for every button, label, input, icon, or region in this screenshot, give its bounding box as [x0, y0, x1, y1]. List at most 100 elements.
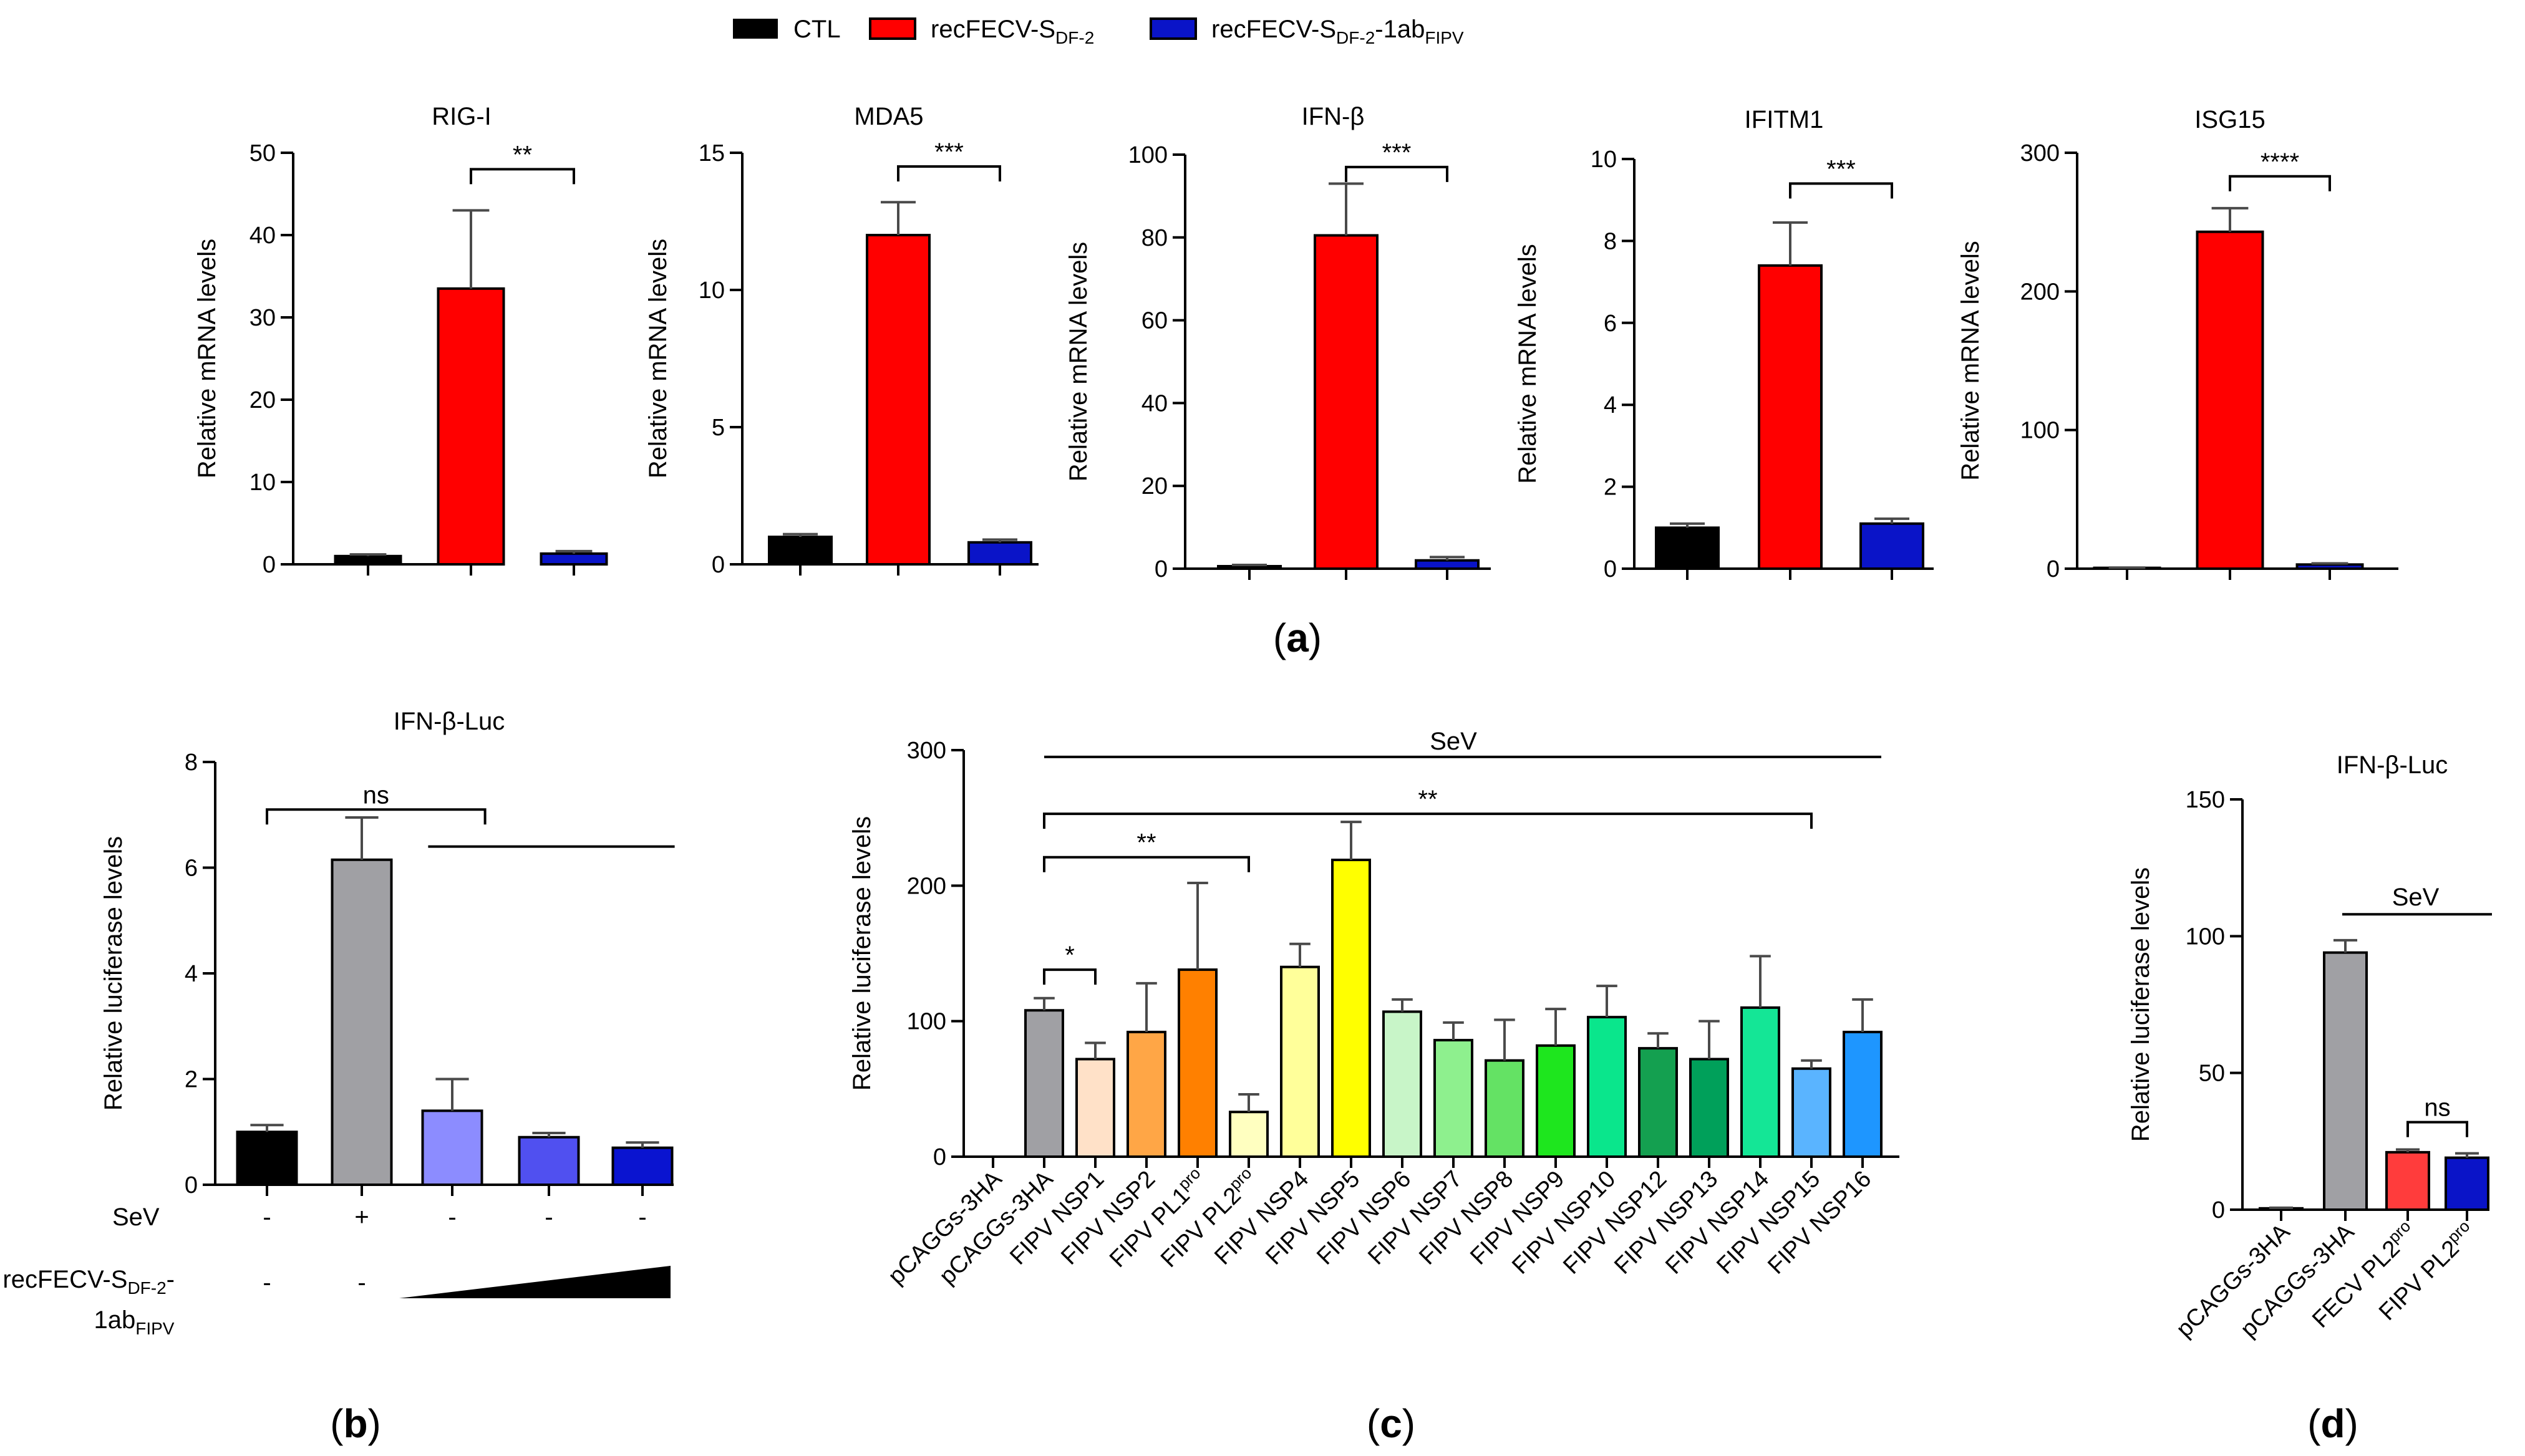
- significance-label: ns: [363, 781, 389, 809]
- legend: CTL recFECV-SDF-2 recFECV-SDF-2-1abFIPV: [733, 16, 1464, 47]
- legend-swatch-ctl: [733, 19, 778, 39]
- significance-label: ***: [934, 138, 964, 166]
- bar: [421, 1109, 483, 1186]
- bar: [768, 536, 833, 566]
- significance-label: ***: [1382, 139, 1412, 166]
- bar: [540, 552, 608, 566]
- significance-bracket: [1789, 182, 1893, 199]
- sev-mark: -: [448, 1203, 456, 1231]
- y-tick-label: 0: [1155, 556, 1168, 582]
- y-axis-label: Relative mRNA levels: [644, 239, 672, 479]
- bar: [1587, 1016, 1627, 1158]
- bar: [866, 234, 931, 566]
- y-tick-label: 15: [699, 140, 725, 166]
- significance-label: ****: [2261, 148, 2299, 176]
- bar: [1314, 234, 1379, 571]
- y-tick-label: 8: [185, 750, 198, 776]
- y-tick-label: 40: [250, 223, 276, 249]
- y-tick-label: 10: [1591, 147, 1617, 173]
- bar: [331, 858, 393, 1186]
- y-tick-label: 100: [2186, 923, 2225, 950]
- sev-label: SeV: [2392, 884, 2440, 911]
- chart-ifn-beta-luc-d: 0 50 100 150 Relative luciferase levels IFN-β…: [2127, 751, 2492, 1343]
- significance-bracket: [266, 808, 487, 825]
- chart-title: ISG15: [2194, 106, 2265, 133]
- chart-title: RIG-I: [432, 103, 492, 130]
- y-tick-label: 100: [907, 1009, 946, 1035]
- y-axis-label: Relative mRNA levels: [1065, 242, 1092, 482]
- legend-swatch-recfecv-1ab: [1150, 17, 1197, 40]
- bar: [1217, 565, 1282, 570]
- y-tick-label: 0: [933, 1144, 946, 1170]
- y-tick-label: 0: [712, 552, 725, 578]
- y-tick-label: 30: [250, 305, 276, 331]
- x-tick-label: pCAGGs-3HA: [2171, 1218, 2295, 1343]
- chart-title: IFN-β-Luc: [394, 708, 505, 735]
- significance-label: ns: [2424, 1094, 2450, 1122]
- y-tick-label: 2: [185, 1067, 198, 1093]
- sev-label: SeV: [1430, 728, 1477, 755]
- bar: [1280, 965, 1320, 1158]
- rec-row-label: recFECV-SDF-2-: [2, 1266, 175, 1298]
- sev-mark: -: [638, 1203, 646, 1231]
- sev-mark: +: [354, 1203, 369, 1231]
- y-tick-label: 50: [2199, 1061, 2225, 1087]
- bar: [1075, 1058, 1115, 1159]
- bar: [2196, 230, 2264, 571]
- bar: [334, 554, 402, 566]
- y-tick-label: 100: [1128, 142, 1168, 168]
- legend-label-recfecv-1ab: recFECV-SDF-2-1abFIPV: [1211, 16, 1464, 47]
- significance-bracket: [1345, 165, 1448, 182]
- bar: [1536, 1044, 1576, 1158]
- significance-label: *: [1065, 942, 1075, 969]
- significance-label: ***: [1826, 155, 1856, 183]
- bar: [2323, 951, 2368, 1211]
- significance-bracket: [897, 165, 1001, 181]
- y-tick-label: 300: [907, 738, 946, 764]
- bar: [1024, 1009, 1064, 1159]
- y-axis-label: Relative luciferase levels: [100, 836, 127, 1111]
- bar: [236, 1131, 298, 1186]
- y-tick-label: 0: [185, 1172, 198, 1198]
- y-tick-label: 0: [2212, 1197, 2225, 1223]
- sev-mark: -: [263, 1203, 271, 1231]
- bar: [1740, 1006, 1780, 1159]
- bar: [1859, 522, 1924, 570]
- significance-label: **: [513, 141, 532, 168]
- y-tick-label: 6: [185, 856, 198, 882]
- panel-label-d: (d): [2307, 1401, 2358, 1446]
- bar: [1178, 968, 1218, 1158]
- y-tick-label: 2: [1604, 475, 1617, 501]
- bar: [611, 1146, 674, 1187]
- bar: [1791, 1067, 1831, 1158]
- bar: [1843, 1031, 1883, 1159]
- chart-ifn-beta-luc-b: 0 2 4 6 8 Relative luciferase levels IFN-β-Luc…: [2, 708, 675, 1338]
- bar: [1229, 1111, 1269, 1159]
- chart-ifitm1: 0 2 4 6 8 10 Relative mRNA levels IFITM1***: [1514, 106, 1934, 582]
- y-tick-label: 150: [2186, 787, 2225, 813]
- y-tick-label: 4: [1604, 392, 1617, 418]
- chart-title: IFITM1: [1745, 106, 1824, 133]
- y-tick-label: 8: [1604, 228, 1617, 254]
- sev-mark: -: [545, 1203, 553, 1231]
- panel-label-a: (a): [1273, 615, 1322, 660]
- chart-title: IFN-β-Luc: [2337, 751, 2448, 779]
- y-tick-label: 40: [1141, 390, 1168, 417]
- legend-label-ctl: CTL: [793, 16, 841, 43]
- bar: [1127, 1031, 1166, 1159]
- significance-bracket: [2406, 1121, 2468, 1137]
- y-tick-label: 4: [185, 961, 198, 987]
- legend-item-recfecv: recFECV-SDF-2: [869, 16, 1094, 47]
- bar: [2385, 1150, 2430, 1212]
- chart-title: IFN-β: [1302, 103, 1365, 130]
- bar: [1638, 1047, 1678, 1158]
- sev-row-label: SeV: [112, 1203, 160, 1231]
- y-tick-label: 10: [699, 277, 725, 304]
- panel-label-b: (b): [330, 1401, 381, 1446]
- y-tick-label: 10: [250, 470, 276, 496]
- bar: [1485, 1059, 1524, 1159]
- y-tick-label: 0: [2047, 556, 2060, 582]
- significance-label: **: [1418, 786, 1437, 813]
